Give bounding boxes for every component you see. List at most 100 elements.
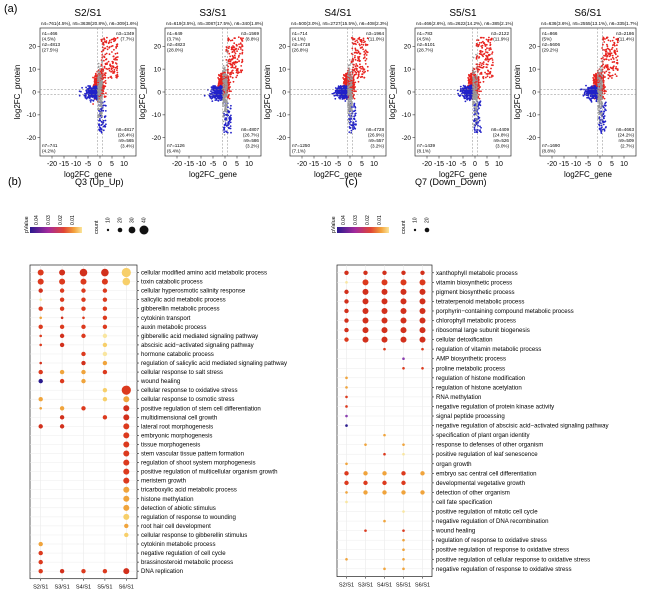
- scatter-point: [360, 47, 362, 49]
- scatter-point: [100, 131, 102, 133]
- quadrant-label-br: (24.8%): [493, 133, 510, 138]
- scatter-point: [231, 65, 233, 67]
- scatter-point: [361, 41, 363, 43]
- scatter-point: [353, 124, 355, 126]
- scatter-point: [479, 98, 481, 100]
- scatter-point: [222, 103, 224, 105]
- scatter-point: [474, 115, 476, 117]
- y-tick-label: 0: [32, 89, 36, 96]
- scatter-point: [354, 57, 356, 59]
- scatter-point: [362, 71, 364, 73]
- scatter-point: [98, 104, 100, 106]
- scatter-point: [349, 117, 351, 119]
- quadrant-label-tl: n1=783: [417, 31, 433, 36]
- scatter-point: [351, 85, 353, 87]
- scatter-point: [229, 98, 231, 100]
- scatter-point: [99, 76, 101, 78]
- scatter-point: [350, 103, 352, 105]
- scatter-point: [358, 51, 360, 53]
- scatter-point: [487, 40, 489, 42]
- scatter-point: [225, 130, 227, 132]
- scatter-point: [479, 53, 481, 55]
- scatter-point: [99, 91, 101, 93]
- scatter-point: [99, 69, 101, 71]
- scatter-title: S2/S1: [74, 8, 102, 19]
- scatter-point: [357, 77, 359, 79]
- scatter-point: [350, 115, 352, 117]
- scatter-point: [344, 75, 346, 77]
- scatter-point: [223, 65, 225, 67]
- scatter-point: [480, 37, 482, 39]
- scatter-point: [479, 66, 481, 68]
- scatter-point: [227, 72, 229, 74]
- scatter-point: [108, 61, 110, 63]
- scatter-point: [353, 94, 355, 96]
- y-tick-label: -20: [27, 135, 37, 142]
- scatter-point: [241, 53, 243, 55]
- scatter-point: [95, 90, 97, 92]
- scatter-point: [231, 48, 233, 50]
- scatter-point: [608, 78, 610, 80]
- scatter-point: [480, 45, 482, 47]
- scatter-point: [91, 99, 93, 101]
- scatter-point: [481, 64, 483, 66]
- scatter-point: [354, 43, 356, 45]
- scatter-point: [350, 82, 352, 84]
- x-tick-label: 5: [360, 161, 364, 168]
- scatter-point: [111, 46, 113, 48]
- scatter-point: [491, 58, 493, 60]
- scatter-title: S4/S1: [324, 8, 352, 19]
- scatter-point: [236, 44, 238, 46]
- quadrant-label-br: n8=4409: [491, 127, 509, 132]
- scatter-point: [489, 39, 491, 41]
- scatter-point: [348, 64, 350, 66]
- quadrant-label-tl: n1=649: [167, 31, 183, 36]
- scatter-point: [230, 108, 232, 110]
- scatter-point: [487, 61, 489, 63]
- scatter-point: [228, 53, 230, 55]
- scatter-point: [354, 38, 356, 40]
- scatter-point: [80, 91, 82, 93]
- scatter-point: [228, 46, 230, 48]
- scatter-point: [98, 123, 100, 125]
- scatter-point: [487, 73, 489, 75]
- x-tick-label: 10: [370, 161, 378, 168]
- x-tick-label: -10: [321, 161, 331, 168]
- scatter-point: [477, 116, 479, 118]
- quadrant-label-bl: (4.2%): [42, 149, 56, 154]
- scatter-point: [225, 70, 227, 72]
- scatter-point: [472, 74, 474, 76]
- x-tick-label: 5: [110, 161, 114, 168]
- scatter-point: [363, 39, 365, 41]
- quadrant-label-bl: (6.4%): [167, 149, 181, 154]
- x-tick-label: -15: [59, 161, 69, 168]
- scatter-point: [224, 56, 226, 58]
- scatter-point: [101, 85, 103, 87]
- scatter-point: [344, 78, 346, 80]
- scatter-point: [101, 64, 103, 66]
- quadrant-label-tl: n2=4813: [42, 42, 60, 47]
- scatter-point: [109, 65, 111, 67]
- scatter-point: [462, 87, 464, 89]
- scatter-point: [359, 63, 361, 65]
- scatter-point: [238, 48, 240, 50]
- scatter-point: [228, 83, 230, 85]
- scatter-point: [104, 41, 106, 43]
- scatter-top-counts: n4=761(4.5%), n5=3638(20.8%), n6=309(1.6…: [41, 21, 139, 26]
- scatter-point: [358, 81, 360, 83]
- scatter-point: [105, 105, 107, 107]
- quadrant-label-br: (3.0%): [495, 144, 509, 149]
- scatter-point: [475, 118, 477, 120]
- scatter-point: [104, 77, 106, 79]
- scatter-point: [116, 69, 118, 71]
- y-axis-label: log2FC_protein: [138, 65, 147, 120]
- scatter-point: [93, 91, 95, 93]
- scatter-point: [225, 101, 227, 103]
- scatter-point: [365, 52, 367, 54]
- scatter-point: [349, 123, 351, 125]
- scatter-point: [344, 90, 346, 92]
- scatter-point: [348, 109, 350, 111]
- scatter-point: [223, 97, 225, 99]
- scatter-point: [490, 68, 492, 70]
